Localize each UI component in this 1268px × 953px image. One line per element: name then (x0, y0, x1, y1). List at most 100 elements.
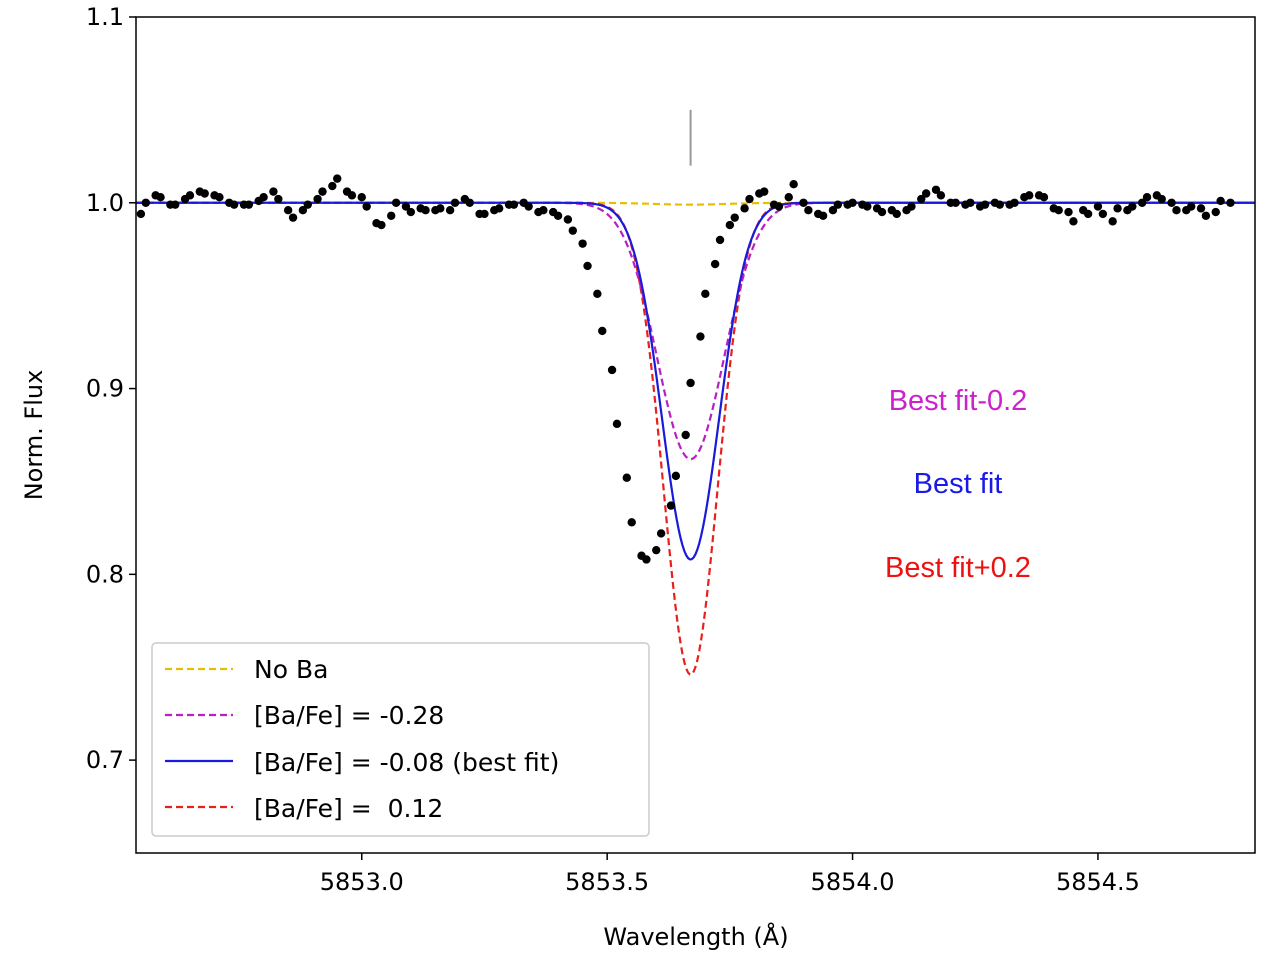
observed-point (1108, 217, 1117, 226)
observed-point (745, 194, 754, 204)
observed-point (995, 200, 1004, 209)
observed-point (642, 555, 651, 564)
observed-point (283, 206, 293, 215)
observed-point (951, 198, 960, 207)
observed-point (298, 206, 308, 215)
legend-label-no-ba: No Ba (254, 655, 328, 684)
y-tick-label: 0.8 (86, 560, 124, 588)
observed-point (1039, 193, 1049, 202)
observed-point (362, 202, 371, 211)
observed-point (445, 206, 455, 215)
observed-point (1226, 198, 1235, 207)
observed-point (1196, 204, 1206, 213)
legend-box (151, 642, 650, 837)
legend: No Ba [Ba/Fe] = -0.28 [Ba/Fe] = -0.08 (b… (151, 642, 650, 837)
observed-point (244, 200, 254, 209)
observed-point (583, 261, 592, 271)
observed-point (863, 202, 872, 211)
observed-point (421, 206, 430, 215)
observed-point (598, 326, 607, 336)
observed-point (966, 198, 975, 207)
observed-point (710, 259, 720, 269)
observed-point (666, 501, 676, 510)
observed-point (931, 185, 941, 194)
observed-point (622, 473, 631, 482)
observed-point (1142, 193, 1152, 202)
observed-point (1113, 204, 1122, 213)
annotation-best-fit-minus: Best fit-0.2 (889, 385, 1028, 417)
observed-point (436, 204, 445, 213)
observed-point (1054, 206, 1063, 215)
observed-point (848, 198, 857, 207)
observed-point (725, 220, 735, 230)
observed-point (357, 193, 366, 202)
observed-point (1083, 209, 1093, 219)
observed-point (377, 220, 386, 230)
observed-point (917, 194, 926, 204)
observed-point (784, 193, 793, 202)
observed-point (1069, 217, 1078, 226)
legend-label-best-fit: [Ba/Fe] = -0.08 (best fit) (254, 748, 559, 777)
annotation-best-fit-plus: Best fit+0.2 (885, 552, 1031, 584)
observed-point (936, 191, 946, 200)
observed-point (185, 191, 195, 200)
legend-label-ba-minus-028: [Ba/Fe] = -0.28 (254, 701, 444, 730)
observed-point (774, 202, 784, 211)
observed-point (818, 211, 828, 220)
observed-point (1231, 0, 1239, 4)
observed-point (701, 289, 710, 299)
annotation-best-fit: Best fit (914, 468, 1003, 500)
observed-point (171, 200, 180, 209)
observed-point (480, 209, 489, 219)
x-tick-label: 5854.5 (1056, 868, 1140, 896)
observed-point (136, 209, 146, 219)
series-line-1 (136, 201, 1255, 461)
observed-point (740, 204, 749, 213)
observed-point (269, 187, 278, 196)
x-axis-label: Wavelength (Å) (603, 922, 788, 951)
y-tick-label: 1.0 (86, 189, 124, 217)
observed-point (387, 211, 396, 220)
observed-point (1216, 196, 1225, 206)
observed-point (1167, 198, 1176, 207)
observed-point (730, 213, 739, 222)
observed-point (313, 194, 322, 204)
observed-point (696, 332, 705, 341)
axis-ticks: 5853.0 5853.5 5854.0 5854.5 0.7 0.8 0.9 1.0 1.1 (86, 3, 1140, 896)
observed-point (1241, 0, 1249, 4)
observed-point (568, 226, 577, 235)
observed-point (1187, 202, 1196, 211)
y-tick-label: 0.9 (86, 375, 124, 403)
observed-point (141, 198, 151, 207)
observed-point (229, 200, 239, 209)
observed-point (563, 215, 573, 224)
observed-point (907, 202, 916, 211)
x-tick-label: 5853.5 (565, 868, 649, 896)
observed-point (671, 471, 681, 481)
observed-point (1064, 207, 1073, 217)
observed-point (612, 419, 622, 429)
observed-point (789, 180, 798, 189)
observed-point (156, 193, 165, 202)
observed-point (1157, 194, 1166, 204)
observed-point (578, 239, 587, 248)
observed-point (828, 206, 838, 215)
observed-point (715, 235, 725, 245)
observed-point (274, 194, 283, 204)
observed-point (465, 198, 474, 207)
y-axis-label: Norm. Flux (20, 370, 48, 501)
observed-point (1172, 206, 1181, 215)
observed-point (681, 430, 690, 440)
observed-point (833, 200, 843, 209)
observed-point (328, 181, 337, 191)
observed-point (1211, 207, 1220, 217)
x-tick-label: 5853.0 (320, 868, 404, 896)
observed-point (652, 545, 661, 555)
y-tick-label: 1.1 (86, 3, 124, 31)
observed-point (1093, 202, 1103, 211)
observed-point (760, 187, 769, 196)
observed-point (1128, 202, 1137, 211)
observed-point (1025, 191, 1034, 200)
legend-items (165, 667, 233, 809)
observed-point (259, 193, 268, 202)
